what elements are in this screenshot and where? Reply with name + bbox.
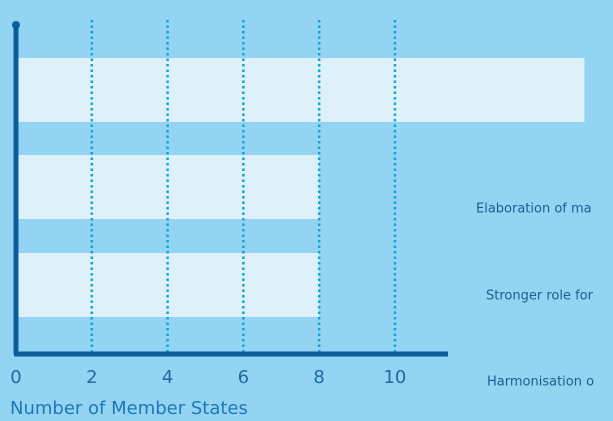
x-tick-label: 6 [238,367,249,388]
category-label: Stronger role for [486,289,594,304]
y-axis-end [12,21,20,29]
bar [16,58,585,122]
x-tick-label: 0 [10,367,21,388]
x-axis-label: Number of Member States [10,398,248,419]
x-tick-label: 8 [313,367,324,388]
category-label: Elaboration of ma [476,202,592,217]
x-tick-label: 4 [162,367,173,388]
category-label: Harmonisation o [487,375,594,390]
x-tick-label: 10 [383,367,406,388]
x-tick-label: 2 [86,367,97,388]
